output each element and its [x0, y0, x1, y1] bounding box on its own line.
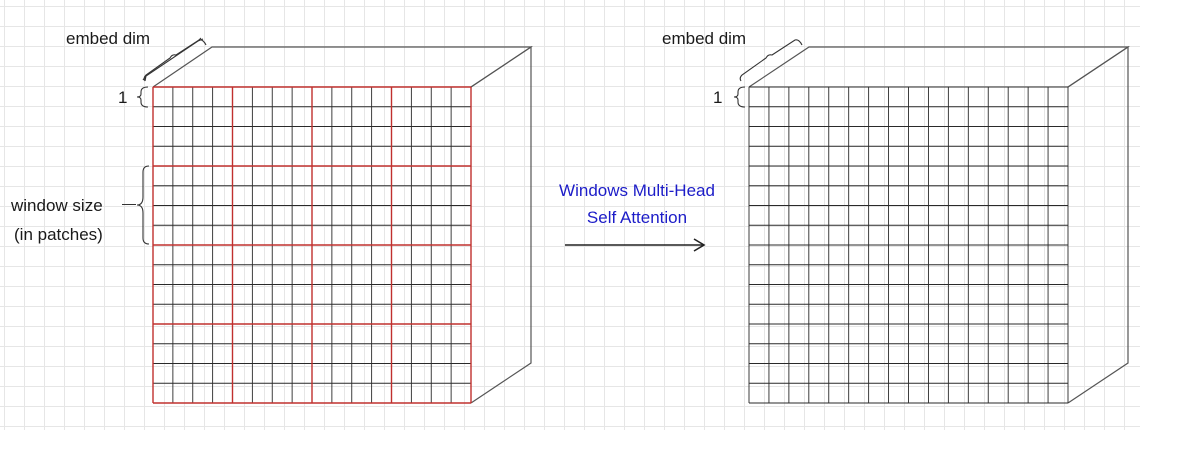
left-one-label: 1 — [118, 88, 128, 107]
window-size-brace — [136, 165, 150, 245]
left-one-brace — [136, 86, 149, 108]
right-cube-side-face — [1067, 45, 1129, 404]
right-one-label: 1 — [713, 88, 723, 107]
left-embed-brace-curve — [143, 39, 207, 82]
transform-arrow — [565, 238, 706, 252]
left-window-grid — [152, 86, 472, 404]
arrow-label-line2: Self Attention — [586, 208, 688, 227]
arrow-label-line1: Windows Multi-Head — [559, 181, 715, 200]
left-embed-dim-label: embed dim — [66, 29, 151, 48]
right-patch-grid — [748, 86, 1069, 404]
right-cube-top-face — [748, 46, 1130, 88]
window-size-tick — [122, 204, 136, 205]
in-patches-label: (in patches) — [14, 225, 103, 244]
right-embed-brace-curve — [739, 39, 803, 82]
left-cube-top-face — [152, 46, 533, 88]
window-size-label: window size — [11, 196, 103, 215]
graph-paper-background — [0, 0, 1140, 430]
right-embed-dim-label: embed dim — [662, 29, 747, 48]
right-one-brace — [733, 86, 746, 108]
left-cube-side-face — [470, 45, 532, 404]
right-cube — [733, 39, 1130, 404]
left-cube — [136, 37, 533, 404]
